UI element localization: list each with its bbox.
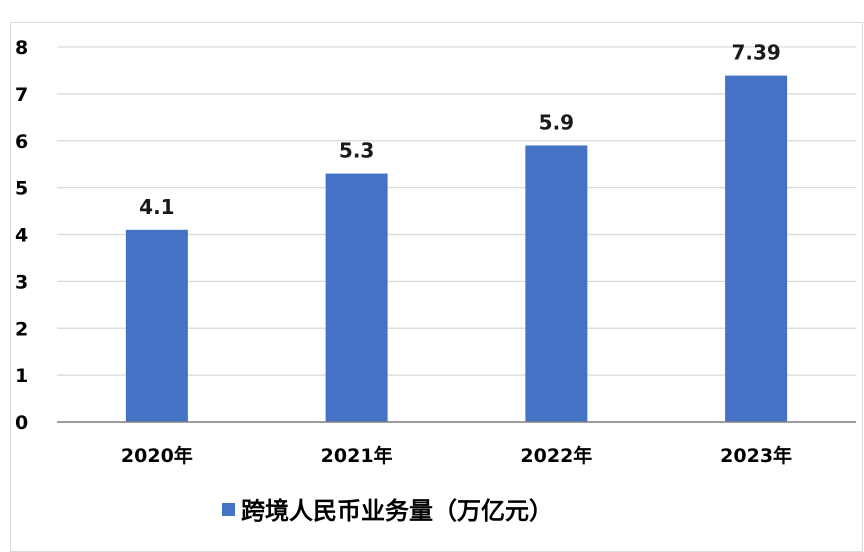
x-category-label: 2021年 bbox=[321, 444, 393, 467]
bar-2020年 bbox=[125, 229, 188, 422]
y-tick-label: 8 bbox=[15, 37, 28, 59]
data-label: 7.39 bbox=[731, 41, 780, 65]
bar-2023年 bbox=[725, 75, 788, 422]
data-label: 5.3 bbox=[339, 139, 374, 163]
x-category-label: 2023年 bbox=[720, 444, 792, 467]
y-tick-label: 0 bbox=[15, 412, 28, 434]
data-label: 4.1 bbox=[139, 195, 174, 219]
x-axis-categories: 2020年 2021年 2022年 2023年 bbox=[121, 444, 792, 467]
y-tick-label: 4 bbox=[15, 225, 28, 247]
y-tick-label: 7 bbox=[15, 84, 28, 106]
data-label: 5.9 bbox=[539, 110, 574, 134]
legend: 跨境人民币业务量（万亿元） bbox=[222, 497, 553, 525]
legend-label: 跨境人民币业务量（万亿元） bbox=[241, 497, 553, 525]
legend-swatch bbox=[222, 503, 235, 516]
y-tick-label: 5 bbox=[15, 178, 28, 200]
y-tick-label: 3 bbox=[15, 271, 28, 293]
bar-2021年 bbox=[325, 173, 388, 422]
y-tick-label: 6 bbox=[15, 131, 28, 153]
bar-2022年 bbox=[525, 145, 588, 422]
y-tick-label: 1 bbox=[15, 365, 28, 387]
x-category-label: 2022年 bbox=[520, 444, 592, 467]
bars bbox=[125, 75, 788, 422]
grid-lines bbox=[57, 46, 856, 376]
data-labels: 4.1 5.3 5.9 7.39 bbox=[139, 41, 781, 219]
y-axis-ticks: 0 1 2 3 4 5 6 7 8 bbox=[15, 37, 28, 434]
y-tick-label: 2 bbox=[15, 318, 28, 340]
x-category-label: 2020年 bbox=[121, 444, 193, 467]
